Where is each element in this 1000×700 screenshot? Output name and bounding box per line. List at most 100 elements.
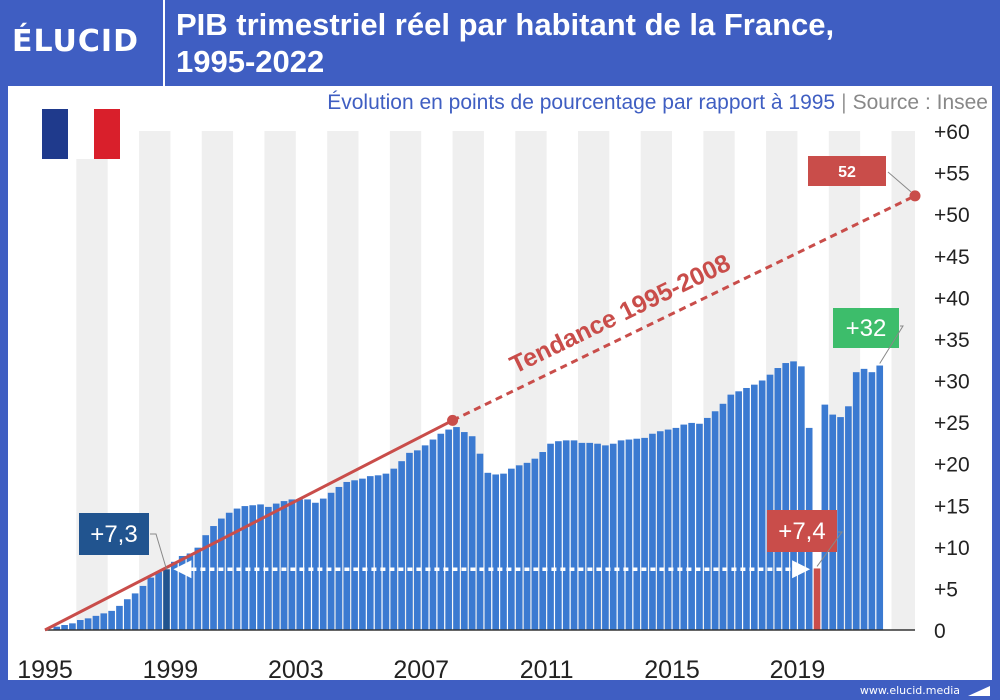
y-tick-label: +20: [934, 454, 970, 477]
bar: [225, 512, 233, 630]
bar: [272, 503, 280, 630]
source-text: Source : Insee: [852, 91, 988, 114]
bar: [578, 442, 586, 630]
bar: [523, 462, 531, 630]
bar: [539, 452, 547, 630]
bar: [108, 610, 115, 630]
bar: [688, 422, 695, 630]
bar: [69, 623, 76, 630]
last-value-leader: [879, 325, 904, 364]
bar: [751, 384, 758, 630]
bar: [335, 486, 343, 630]
bar: [845, 406, 852, 630]
bar: [249, 505, 257, 630]
bar: [123, 599, 131, 630]
bar: [876, 365, 884, 630]
bar: [766, 374, 774, 630]
bar: [656, 431, 664, 630]
bar: [719, 403, 727, 630]
bar: [696, 423, 703, 630]
bar: [280, 501, 288, 630]
bar: [351, 480, 358, 630]
bar: [649, 433, 656, 630]
bar: [155, 571, 162, 630]
subtitle-separator: |: [841, 91, 847, 114]
last-value-label: +32: [846, 315, 887, 342]
trend-end-label: 52: [838, 164, 856, 181]
chart-title-line-2: 1995-2022: [176, 44, 325, 79]
year-band: [139, 131, 171, 630]
comparison-arrow-head-left: [173, 560, 192, 579]
bar: [515, 465, 523, 630]
bar: [163, 569, 170, 630]
year-band: [76, 131, 108, 630]
bar: [202, 535, 209, 630]
bar: [413, 450, 421, 630]
x-tick-label: 1995: [17, 656, 73, 684]
bar: [429, 439, 437, 630]
bar: [703, 417, 711, 630]
bar: [837, 417, 844, 630]
bar: [602, 445, 609, 630]
bar: [359, 478, 366, 630]
bar: [641, 437, 648, 630]
subtitle-text: Évolution en points de pourcentage par r…: [327, 91, 836, 114]
x-tick-label: 1999: [143, 656, 199, 684]
bar: [774, 368, 782, 630]
bar: [171, 561, 178, 630]
bar: [461, 432, 468, 630]
trend-line-solid: [44, 419, 454, 632]
bar: [421, 445, 429, 630]
y-tick-label: +60: [934, 121, 970, 144]
bar: [860, 368, 868, 630]
bar: [672, 427, 680, 630]
y-tick-label: +35: [934, 329, 970, 352]
bar: [594, 443, 601, 630]
x-tick-label: 2019: [770, 656, 826, 684]
bar: [531, 458, 539, 630]
y-tick-label: +15: [934, 495, 970, 518]
elucid-logo: ÉLUCID: [12, 24, 139, 59]
bar: [178, 555, 186, 630]
bar: [296, 499, 304, 630]
bar: [288, 499, 296, 630]
bar: [868, 372, 876, 630]
bar: [437, 433, 445, 630]
bar: [210, 526, 217, 630]
bar: [508, 468, 515, 630]
bar: [680, 424, 688, 630]
bar: [84, 618, 92, 630]
bar: [304, 499, 311, 630]
callout-2020-label: +7,4: [778, 518, 825, 545]
elucid-mark-icon: [968, 686, 990, 696]
x-tick-label: 2015: [644, 656, 700, 684]
year-band: [891, 131, 915, 630]
bar: [398, 461, 405, 630]
comparison-arrow-head-right: [792, 560, 811, 579]
bar: [735, 391, 742, 630]
trend-end-label-box: [808, 156, 886, 186]
bar: [625, 439, 633, 630]
x-tick-label: 2003: [268, 656, 324, 684]
bar: [382, 473, 390, 630]
bar: [76, 620, 84, 630]
bar: [570, 440, 578, 630]
trend-end-leader: [887, 171, 912, 193]
y-tick-label: 0: [934, 620, 946, 643]
bar: [476, 453, 484, 630]
bar: [194, 547, 202, 630]
bar: [61, 625, 68, 630]
france-flag-icon: [42, 109, 120, 159]
bar: [327, 492, 335, 630]
callout-1999-label: +7,3: [90, 521, 137, 548]
bar: [406, 452, 413, 630]
trend-line-dashed: [451, 194, 916, 422]
bar: [218, 518, 225, 630]
bar: [319, 498, 327, 630]
bar: [257, 504, 264, 630]
flag-stripe-red: [94, 109, 120, 159]
y-tick-label: +5: [934, 578, 958, 601]
bar: [782, 363, 789, 630]
chart-title: PIB trimestriel réel par habitant de la …: [176, 6, 976, 80]
y-tick-label: +55: [934, 163, 970, 186]
